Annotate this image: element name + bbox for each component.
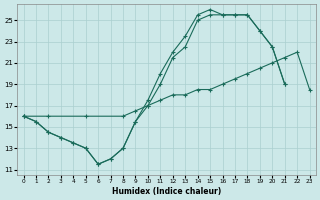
X-axis label: Humidex (Indice chaleur): Humidex (Indice chaleur) [112, 187, 221, 196]
